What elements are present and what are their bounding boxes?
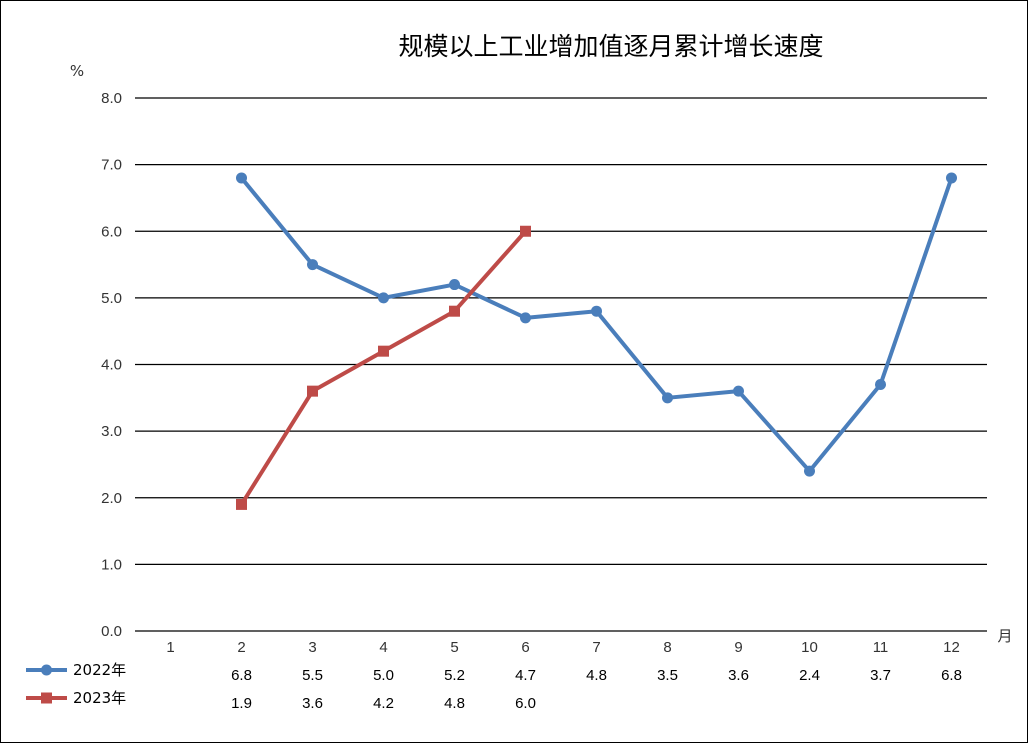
data-point [378,346,389,357]
data-point [449,279,460,290]
x-axis-unit: 月 [997,627,1012,645]
series-lines [236,172,957,509]
data-table: 2022年 6.8 5.5 5.0 5.2 4.7 4.8 3.5 3.6 2.4 3.7 6.820… [26,661,962,712]
data-point [236,172,247,183]
x-tick-label: 6 [521,639,529,656]
data-point [591,306,602,317]
data-point [875,379,886,390]
data-point [378,292,389,303]
data-point [804,466,815,477]
data-label: 6.8 [941,667,962,684]
data-point [520,226,531,237]
y-tick-label: 6.0 [101,223,122,240]
data-label: 4.7 [515,667,536,684]
y-axis-ticks: 0.0 1.0 2.0 3.0 4.0 5.0 6.0 7.0 8.0 [101,90,122,640]
chart-title: 规模以上工业增加值逐月累计增长速度 [398,32,823,61]
data-label: 1.9 [231,695,252,712]
x-tick-label: 9 [734,639,742,656]
x-tick-label: 11 [873,639,889,656]
series-2 [236,226,531,510]
x-tick-label: 2 [237,639,245,656]
gridlines [135,98,987,631]
data-point [520,312,531,323]
table-row-1: 2022年 6.8 5.5 5.0 5.2 4.7 4.8 3.5 3.6 2.4 3.7 6.8 [26,661,962,684]
legend-label: 2022年 [73,661,126,679]
y-tick-label: 3.0 [101,423,122,440]
y-tick-label: 7.0 [101,157,122,174]
y-tick-label: 2.0 [101,490,122,507]
x-tick-label: 1 [166,639,174,656]
data-point [449,306,460,317]
data-point [733,386,744,397]
series-line [242,231,526,504]
data-label: 6.0 [515,695,536,712]
legend-label: 2023年 [73,689,126,707]
x-tick-label: 4 [379,639,387,656]
data-point [307,259,318,270]
legend-marker [41,665,52,676]
data-label: 3.5 [657,667,678,684]
data-label: 3.7 [870,667,891,684]
x-tick-label: 7 [592,639,600,656]
x-tick-label: 3 [308,639,316,656]
x-tick-label: 12 [943,639,960,656]
data-label: 5.2 [444,667,465,684]
data-point [946,172,957,183]
data-point [307,386,318,397]
y-tick-label: 5.0 [101,290,122,307]
x-axis-ticks: 1 2 3 4 5 6 7 8 9 10 11 12 [166,639,960,656]
data-label: 4.8 [444,695,465,712]
legend-marker [41,693,52,704]
x-tick-label: 8 [663,639,671,656]
y-tick-label: 0.0 [101,623,122,640]
data-point [662,392,673,403]
data-point [236,499,247,510]
series-line [242,178,952,471]
x-tick-label: 5 [450,639,458,656]
data-label: 3.6 [302,695,323,712]
data-label: 2.4 [799,667,820,684]
data-label: 3.6 [728,667,749,684]
x-tick-label: 10 [801,639,818,656]
y-tick-label: 1.0 [101,556,122,573]
data-label: 5.0 [373,667,394,684]
data-label: 6.8 [231,667,252,684]
data-label: 4.2 [373,695,394,712]
data-label: 4.8 [586,667,607,684]
data-label: 5.5 [302,667,323,684]
y-tick-label: 4.0 [101,357,122,374]
y-axis-unit: % [70,62,84,80]
table-row-2: 2023年 1.9 3.6 4.2 4.8 6.0 [26,689,536,712]
y-tick-label: 8.0 [101,90,122,107]
